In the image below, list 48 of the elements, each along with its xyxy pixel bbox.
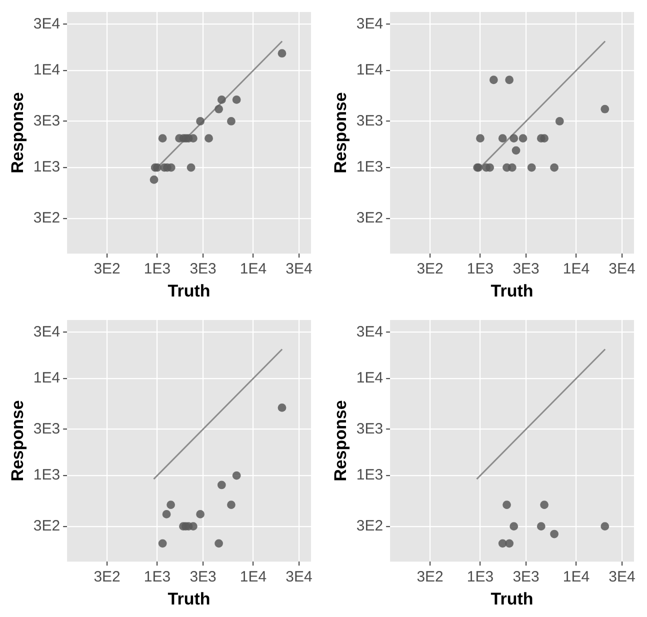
y-tick-label: 3E4	[356, 15, 384, 32]
x-tick-label: 1E4	[240, 568, 267, 586]
x-tick-label: 3E3	[190, 260, 216, 278]
y-axis-title: Response	[8, 400, 27, 482]
y-tick-label: 3E2	[33, 209, 60, 226]
y-tick-label: 3E2	[356, 517, 384, 534]
x-tick-label: 3E2	[416, 260, 444, 278]
x-tick-label: 3E4	[286, 568, 312, 586]
y-tick-label: 3E2	[356, 209, 384, 226]
x-tick-label: 3E3	[512, 260, 540, 278]
x-axis-title: Truth	[490, 589, 534, 608]
x-axis-title: Truth	[168, 589, 210, 608]
y-tick-label: 1E3	[356, 466, 384, 484]
x-tick-label: 3E2	[416, 568, 444, 586]
y-tick-label: 1E3	[33, 466, 60, 484]
y-tick-label: 1E4	[33, 62, 60, 79]
y-tick-label: 3E3	[356, 112, 384, 130]
y-tick-label: 1E4	[356, 370, 384, 387]
x-tick-label: 1E3	[144, 568, 171, 586]
x-tick-label: 3E3	[190, 568, 216, 586]
y-tick-label: 3E4	[356, 323, 384, 340]
x-tick-label: 3E2	[94, 260, 120, 278]
x-axis-title: Truth	[490, 281, 534, 300]
y-tick-label: 3E3	[33, 420, 60, 438]
y-axis-title: Response	[330, 400, 350, 482]
x-tick-label: 1E3	[144, 260, 171, 278]
y-tick-label: 3E3	[356, 420, 384, 438]
y-tick-label: 1E3	[356, 158, 384, 176]
y-axis-title: Response	[8, 92, 27, 174]
x-axis-title: Truth	[168, 281, 210, 300]
y-tick-label: 3E2	[33, 517, 60, 534]
y-axis-title: Response	[330, 92, 350, 174]
x-tick-label: 3E4	[608, 568, 636, 586]
x-tick-label: 1E3	[466, 568, 494, 586]
y-tick-label: 1E4	[33, 370, 60, 387]
y-tick-label: 1E3	[33, 158, 60, 176]
x-tick-label: 3E2	[94, 568, 120, 586]
x-tick-label: 3E4	[286, 260, 312, 278]
y-tick-label: 3E3	[33, 112, 60, 130]
x-tick-label: 3E4	[608, 260, 636, 278]
x-tick-label: 1E4	[562, 568, 590, 586]
x-tick-label: 1E4	[240, 260, 267, 278]
x-tick-label: 1E4	[562, 260, 590, 278]
y-tick-label: 3E4	[33, 323, 60, 340]
y-tick-label: 3E4	[33, 15, 60, 32]
x-tick-label: 3E3	[512, 568, 540, 586]
y-tick-label: 1E4	[356, 62, 384, 79]
x-tick-label: 1E3	[466, 260, 494, 278]
